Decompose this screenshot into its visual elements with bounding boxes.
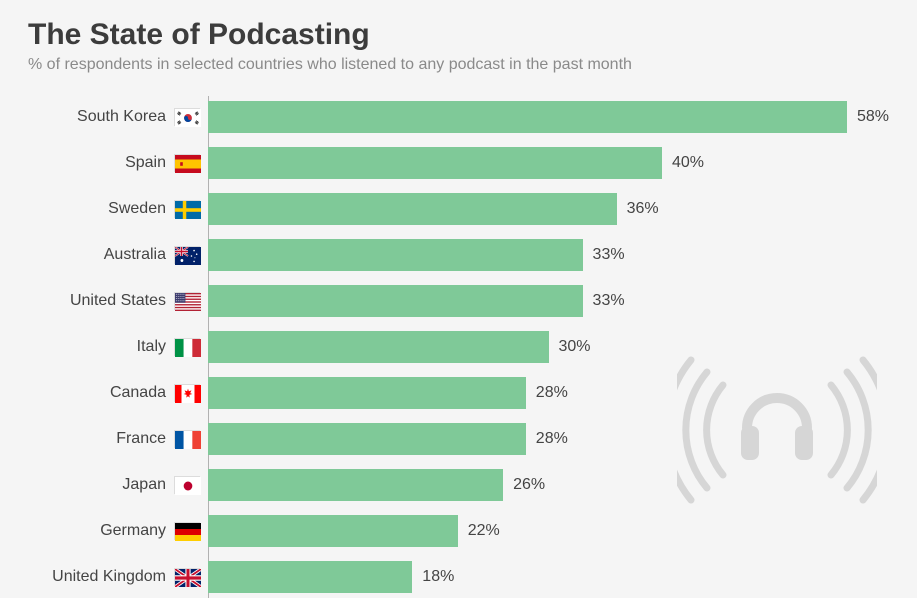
chart-title: The State of Podcasting [28,18,889,52]
united-states-flag-icon [174,292,200,310]
japan-flag-icon [174,476,200,494]
country-label: Germany [100,522,166,540]
bar [208,147,662,179]
value-label: 33% [593,292,625,310]
bar [208,101,847,133]
value-label: 22% [468,522,500,540]
bar [208,561,412,593]
germany-flag-icon [174,522,200,540]
country-label: France [116,430,166,448]
country-label: Spain [125,154,166,172]
bar [208,469,503,501]
value-label: 26% [513,476,545,494]
south-korea-flag-icon [174,108,200,126]
bar-row: Australia 33% [28,234,889,276]
bar-row: Spain 40% [28,142,889,184]
bar [208,377,526,409]
bar-chart: South Korea 58% Spain 40% Sweden 36% Australi… [28,96,889,598]
value-label: 40% [672,154,704,172]
bar [208,515,458,547]
australia-flag-icon [174,246,200,264]
bar-row: Germany 22% [28,510,889,552]
canada-flag-icon [174,384,200,402]
bar-row: United Kingdom 18% [28,556,889,598]
country-label: United States [70,292,166,310]
bar [208,193,617,225]
country-label: Australia [104,246,166,264]
bar-row: Canada 28% [28,372,889,414]
italy-flag-icon [174,338,200,356]
bar [208,331,549,363]
bar [208,285,583,317]
bar-row: Sweden 36% [28,188,889,230]
country-label: Japan [122,476,166,494]
bar [208,423,526,455]
bar [208,239,583,271]
bar-row: South Korea 58% [28,96,889,138]
country-label: United Kingdom [52,568,166,586]
sweden-flag-icon [174,200,200,218]
value-label: 36% [627,200,659,218]
chart-subtitle: % of respondents in selected countries w… [28,56,889,74]
bar-row: Italy 30% [28,326,889,368]
country-label: Sweden [108,200,166,218]
france-flag-icon [174,430,200,448]
value-label: 58% [857,108,889,126]
value-label: 28% [536,430,568,448]
bar-row: France 28% [28,418,889,460]
united-kingdom-flag-icon [174,568,200,586]
value-label: 33% [593,246,625,264]
country-label: Italy [137,338,166,356]
value-label: 28% [536,384,568,402]
value-label: 18% [422,568,454,586]
value-label: 30% [559,338,591,356]
bar-row: United States 33% [28,280,889,322]
country-label: Canada [110,384,166,402]
bar-row: Japan 26% [28,464,889,506]
spain-flag-icon [174,154,200,172]
country-label: South Korea [77,108,166,126]
